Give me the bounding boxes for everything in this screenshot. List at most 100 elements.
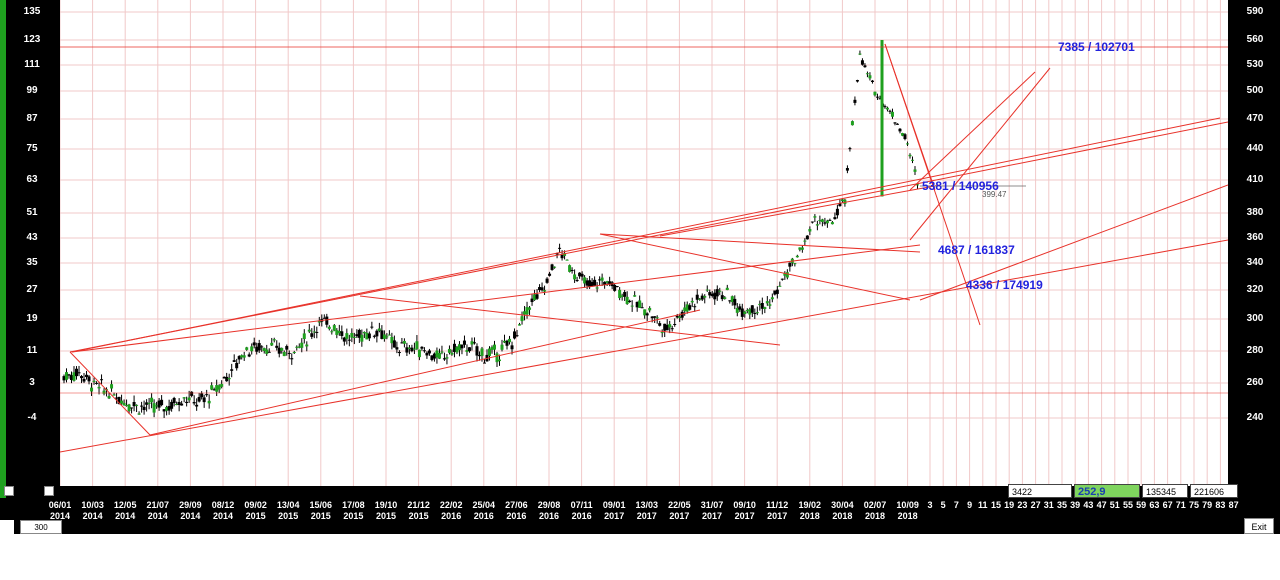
candle-body xyxy=(480,348,484,356)
left-square-toggle[interactable] xyxy=(4,486,14,496)
candle-body xyxy=(467,347,471,352)
candle-body xyxy=(155,405,159,407)
candle-body xyxy=(680,311,684,318)
candle-body xyxy=(603,281,607,286)
candle-body xyxy=(140,405,144,407)
candle-body xyxy=(743,311,747,314)
candle-body xyxy=(390,336,394,344)
x-axis-future-tick: 23 xyxy=(1017,500,1028,510)
x-axis-tick: 11/12 2017 xyxy=(766,500,789,521)
candle-body xyxy=(340,331,344,336)
candle-body xyxy=(650,316,654,319)
candle-body xyxy=(407,347,411,349)
candle-body xyxy=(525,307,529,315)
candle-body xyxy=(465,350,469,352)
candle-body xyxy=(242,355,246,358)
left-square-toggle-2[interactable] xyxy=(44,486,54,496)
candle-body xyxy=(900,133,904,136)
x-axis-tick: 10/09 2018 xyxy=(896,500,919,521)
candle-body xyxy=(312,331,316,333)
candle-body xyxy=(397,352,401,354)
candle-body xyxy=(770,297,774,300)
candle-body xyxy=(630,305,634,307)
candle-body xyxy=(795,255,799,258)
candle-body xyxy=(317,321,321,323)
candle-body xyxy=(350,333,354,338)
candle-body xyxy=(893,122,897,124)
candle-body xyxy=(740,308,744,317)
candle-body xyxy=(192,401,196,404)
candle-body xyxy=(217,385,221,390)
candle-body xyxy=(437,352,441,359)
candle-body xyxy=(240,355,244,358)
candle-body xyxy=(200,393,204,398)
x-axis-future-tick: 11 xyxy=(978,500,988,510)
right-axis-tick: 380 xyxy=(1246,207,1264,218)
x-axis-tick: 31/07 2017 xyxy=(700,500,724,521)
candle-body xyxy=(227,378,231,380)
x-axis-tick: 12/05 2014 xyxy=(113,500,137,521)
x-axis-tick: 02/07 2018 xyxy=(863,500,887,521)
candle-body xyxy=(783,273,787,276)
candle-body xyxy=(125,405,129,407)
candle-body xyxy=(738,306,742,310)
x-axis-tick: 21/07 2014 xyxy=(146,500,170,521)
candle-body xyxy=(728,300,732,302)
price-chart[interactable] xyxy=(60,0,1228,486)
candle-body xyxy=(97,386,101,389)
candle-body xyxy=(670,328,674,330)
x-axis-tick: 19/02 2018 xyxy=(798,500,822,521)
candle-body xyxy=(147,402,151,404)
candle-body xyxy=(220,383,224,387)
candle-body xyxy=(412,348,416,350)
readout-box-4: 221606 xyxy=(1190,484,1238,498)
x-axis-future-tick: 27 xyxy=(1030,500,1041,510)
candle-body xyxy=(455,346,459,353)
zoom-input[interactable]: 300 xyxy=(20,520,62,534)
candle-body xyxy=(640,307,644,309)
readout-box-2: 252,9 xyxy=(1074,484,1140,498)
candle-body xyxy=(625,296,629,304)
candle-body xyxy=(92,380,96,382)
right-axis-tick: 360 xyxy=(1246,232,1264,243)
candle-body xyxy=(355,334,359,337)
candle-body xyxy=(705,289,709,291)
candle-body xyxy=(748,309,752,315)
candle-body xyxy=(260,346,264,348)
candle-body xyxy=(142,406,146,411)
candle-body xyxy=(280,348,284,351)
candle-body xyxy=(778,285,782,287)
candle-body xyxy=(477,355,481,357)
candle-body xyxy=(72,372,76,381)
candle-body xyxy=(788,262,792,267)
candle-body xyxy=(62,376,66,381)
left-axis-tick: 75 xyxy=(26,143,38,154)
candle-body xyxy=(370,326,374,328)
candle-body xyxy=(425,352,429,356)
candle-body xyxy=(345,333,349,339)
candle-body xyxy=(70,375,74,381)
candle-body xyxy=(878,98,882,100)
candle-body xyxy=(903,134,907,140)
candle-body xyxy=(277,347,281,354)
candle-body xyxy=(327,326,331,329)
candle-body xyxy=(372,335,376,337)
candle-body xyxy=(150,397,154,403)
candle-body xyxy=(360,334,364,342)
scroll-left-button[interactable] xyxy=(0,520,14,534)
exit-button[interactable]: Exit xyxy=(1244,518,1274,534)
left-axis-tick: 35 xyxy=(26,257,38,268)
candle-body xyxy=(450,352,454,355)
candle-body xyxy=(95,382,99,384)
cursor-value-label: 399.47 xyxy=(982,190,1007,199)
right-axis-tick: 320 xyxy=(1246,284,1264,295)
candle-body xyxy=(693,306,697,308)
candle-body xyxy=(462,340,466,345)
candle-body xyxy=(580,273,584,277)
candle-body xyxy=(442,358,446,360)
candle-body xyxy=(392,340,396,348)
candle-body xyxy=(295,346,299,348)
x-axis-future-tick: 43 xyxy=(1083,500,1094,510)
candle-body xyxy=(385,336,389,338)
candle-body xyxy=(868,75,872,79)
